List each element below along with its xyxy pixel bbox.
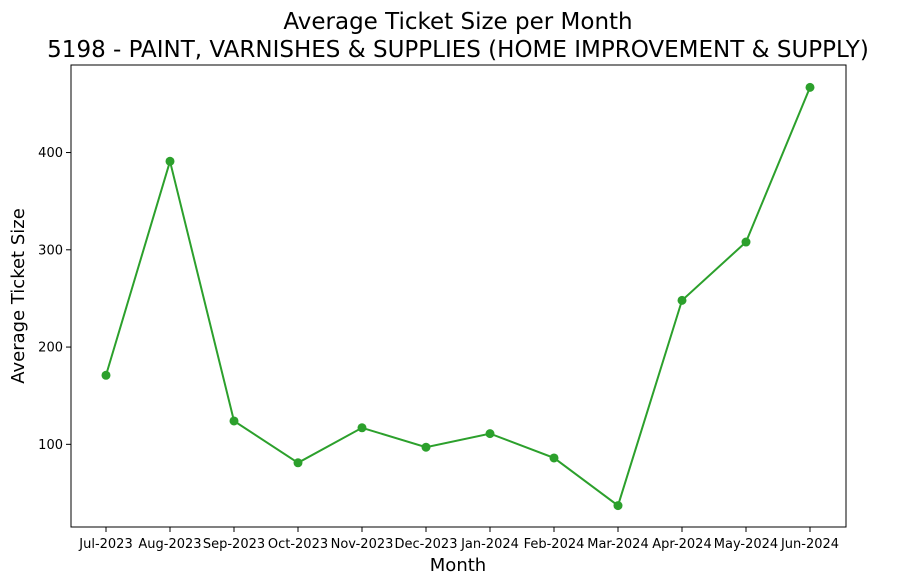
- x-tick-label: Sep-2023: [203, 537, 265, 552]
- data-point-jun-2024: [805, 82, 815, 92]
- chart-subtitle: 5198 - PAINT, VARNISHES & SUPPLIES (HOME…: [47, 37, 869, 63]
- chart-title: Average Ticket Size per Month: [283, 9, 632, 35]
- y-axis: 100 200 300 400: [38, 146, 71, 453]
- series-line: [105, 86, 811, 508]
- data-point-may-2024: [741, 237, 751, 247]
- data-point-apr-2024: [677, 295, 687, 305]
- x-axis-label: Month: [430, 555, 486, 576]
- data-points: [101, 82, 815, 511]
- x-tick-label: Jun-2024: [780, 537, 839, 552]
- x-axis: Jul-2023 Aug-2023 Sep-2023 Oct-2023 Nov-2023…: [78, 527, 839, 552]
- data-point-jan-2024: [485, 429, 495, 439]
- x-tick-label: Apr-2024: [652, 537, 711, 552]
- y-tick-label: 400: [38, 146, 63, 161]
- y-axis-label: Average Ticket Size: [8, 208, 29, 384]
- y-tick-label: 200: [38, 341, 63, 356]
- x-tick-label: May-2024: [714, 537, 778, 552]
- data-point-nov-2023: [357, 423, 367, 433]
- x-tick-label: Jul-2023: [78, 537, 132, 552]
- x-tick-label: Jan-2024: [460, 537, 519, 552]
- x-tick-label: Nov-2023: [331, 537, 394, 552]
- x-tick-label: Aug-2023: [138, 537, 201, 552]
- data-point-sep-2023: [229, 416, 239, 426]
- data-point-mar-2024: [613, 501, 623, 511]
- x-tick-label: Feb-2024: [524, 537, 585, 552]
- y-tick-label: 300: [38, 243, 63, 258]
- data-point-jul-2023: [101, 370, 111, 380]
- data-point-dec-2023: [421, 442, 431, 452]
- data-point-feb-2024: [549, 453, 559, 463]
- x-tick-label: Mar-2024: [587, 537, 648, 552]
- x-tick-label: Dec-2023: [395, 537, 458, 552]
- data-point-aug-2023: [165, 156, 175, 166]
- data-point-oct-2023: [293, 458, 303, 468]
- plot-area: [70, 64, 847, 528]
- y-tick-label: 100: [38, 438, 63, 453]
- x-tick-label: Oct-2023: [268, 537, 328, 552]
